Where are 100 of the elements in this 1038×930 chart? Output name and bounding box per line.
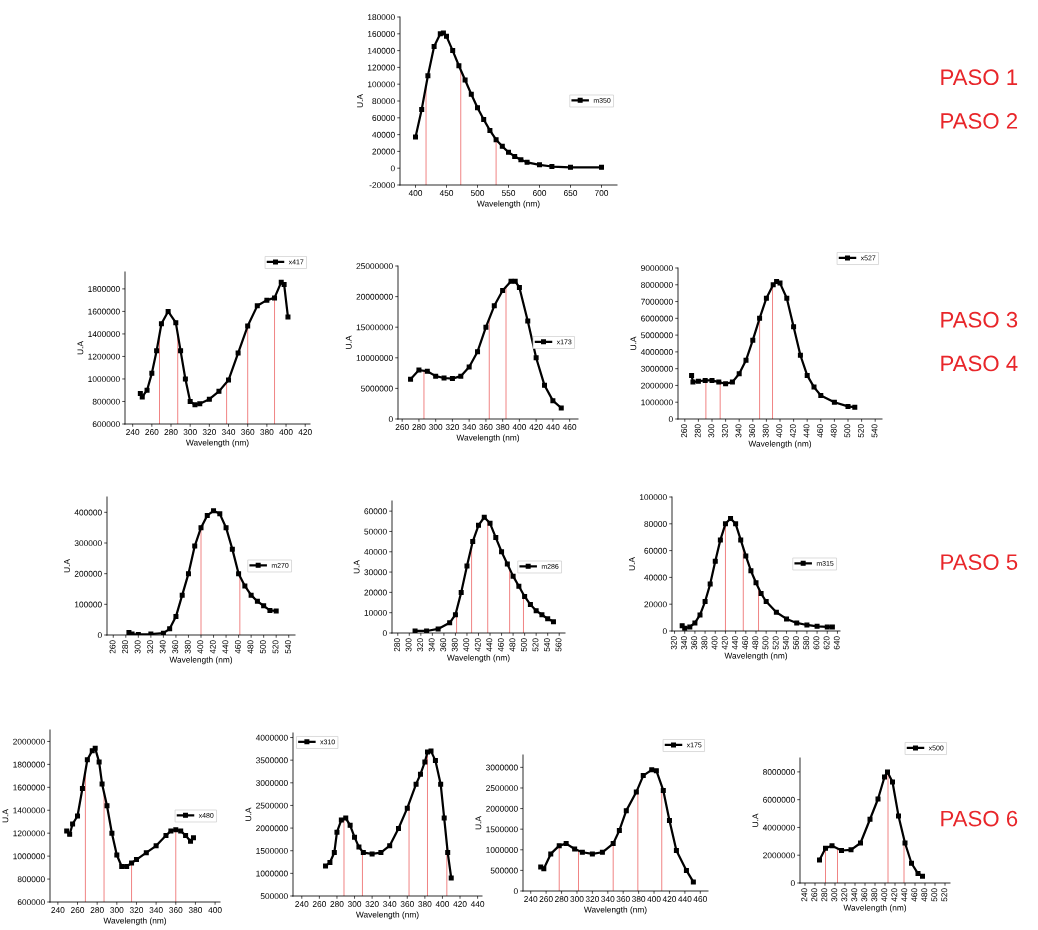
x-tick-label: 420 <box>662 896 677 902</box>
point <box>254 303 260 309</box>
point <box>649 767 655 773</box>
point <box>419 106 425 112</box>
x-tick-label: 280 <box>90 907 104 913</box>
point <box>165 308 171 314</box>
y-tick-label: 15000000 <box>356 324 393 331</box>
x-tick-label: 700 <box>594 190 609 196</box>
y-axis-title: U.A <box>475 816 482 830</box>
point <box>242 583 248 589</box>
point <box>163 832 169 838</box>
x-tick-label: 360 <box>691 636 698 650</box>
y-tick-label: 2000000 <box>13 738 45 745</box>
point <box>462 77 468 83</box>
x-tick-label: 540 <box>285 640 291 654</box>
point <box>512 153 518 159</box>
x-tick-label: 440 <box>678 896 692 902</box>
point <box>728 515 734 521</box>
point <box>443 33 450 39</box>
y-tick-label: 2500000 <box>256 802 288 809</box>
point <box>499 549 505 555</box>
point <box>493 137 499 143</box>
point <box>424 368 430 374</box>
point <box>435 626 441 632</box>
y-tick-label: 4000000 <box>640 349 673 355</box>
point <box>416 367 422 373</box>
point <box>811 384 817 390</box>
point <box>549 164 555 170</box>
point <box>640 773 646 779</box>
x-tick-label: 320 <box>721 424 728 438</box>
point <box>119 863 125 869</box>
y-tick-label: 0 <box>662 628 667 635</box>
point <box>690 879 696 885</box>
x-tick-label: 340 <box>681 636 687 650</box>
point <box>763 295 769 301</box>
y-tick-label: 6000000 <box>641 315 673 322</box>
x-tick-label: 340 <box>149 907 163 913</box>
point <box>712 558 718 564</box>
y-tick-label: 2000000 <box>763 852 795 859</box>
point <box>64 828 70 834</box>
y-tick-label: 7000000 <box>641 298 673 305</box>
x-tick-label: 300 <box>347 901 362 907</box>
point <box>829 843 835 849</box>
x-tick-label: 460 <box>497 638 504 652</box>
y-axis-title: U.A <box>629 557 635 571</box>
point <box>881 774 888 780</box>
point <box>327 859 333 865</box>
point <box>413 781 419 787</box>
point <box>369 851 375 857</box>
x-axis-title: Wavelength (nm) <box>724 652 788 661</box>
x-tick-label: 320 <box>417 638 424 652</box>
point <box>550 398 556 404</box>
y-tick-label: 40000 <box>372 131 395 138</box>
point <box>178 348 184 354</box>
y-tick-label: 40000 <box>364 548 387 555</box>
point <box>273 608 279 614</box>
y-tick-label: 3500000 <box>256 757 288 764</box>
point <box>753 580 759 586</box>
text: PASO 4 <box>941 355 1018 372</box>
x-tick-label: 440 <box>901 888 908 902</box>
point <box>447 620 453 626</box>
point <box>504 561 510 567</box>
point <box>104 803 110 809</box>
x-tick-label: 500 <box>470 190 485 196</box>
y-tick-label: 1200000 <box>13 830 45 837</box>
point <box>84 757 90 763</box>
y-tick-label: 25000000 <box>356 263 393 270</box>
y-tick-label: 60000 <box>364 508 387 515</box>
point <box>773 609 779 615</box>
x-tick-label: 500 <box>931 888 938 902</box>
x-tick-label: 440 <box>222 640 229 654</box>
x-axis-title: Wavelength (nm) <box>843 904 907 913</box>
x-tick-label: 360 <box>169 907 183 913</box>
x-tick-label: 300 <box>831 888 838 902</box>
y-tick-label: 2000000 <box>486 805 518 812</box>
x-tick-label: 500 <box>762 636 769 650</box>
point <box>707 581 713 587</box>
point <box>114 852 120 858</box>
y-tick-label: 800000 <box>17 876 45 883</box>
point <box>791 324 797 330</box>
y-tick-label: 10000 <box>364 609 387 616</box>
point <box>697 612 703 618</box>
x-tick-label: 480 <box>921 888 928 902</box>
point <box>499 143 505 149</box>
point <box>816 857 823 863</box>
x-tick-label: 400 <box>463 638 470 652</box>
x-tick-label: 400 <box>881 888 888 902</box>
point <box>550 619 556 625</box>
x-axis-title: Wavelength (nm) <box>169 656 233 665</box>
point <box>516 583 522 589</box>
point <box>456 63 462 69</box>
point <box>653 768 659 774</box>
x-tick-label: 420 <box>891 888 898 902</box>
point <box>750 337 756 343</box>
x-axis-title: Wavelength (nm) <box>456 434 520 443</box>
y-tick-label: 0 <box>790 880 795 887</box>
x-tick-label: 480 <box>509 638 516 652</box>
x-tick-label: 380 <box>188 907 203 913</box>
y-tick-label: 30000 <box>364 569 387 576</box>
y-axis-title: U.A <box>2 809 9 823</box>
